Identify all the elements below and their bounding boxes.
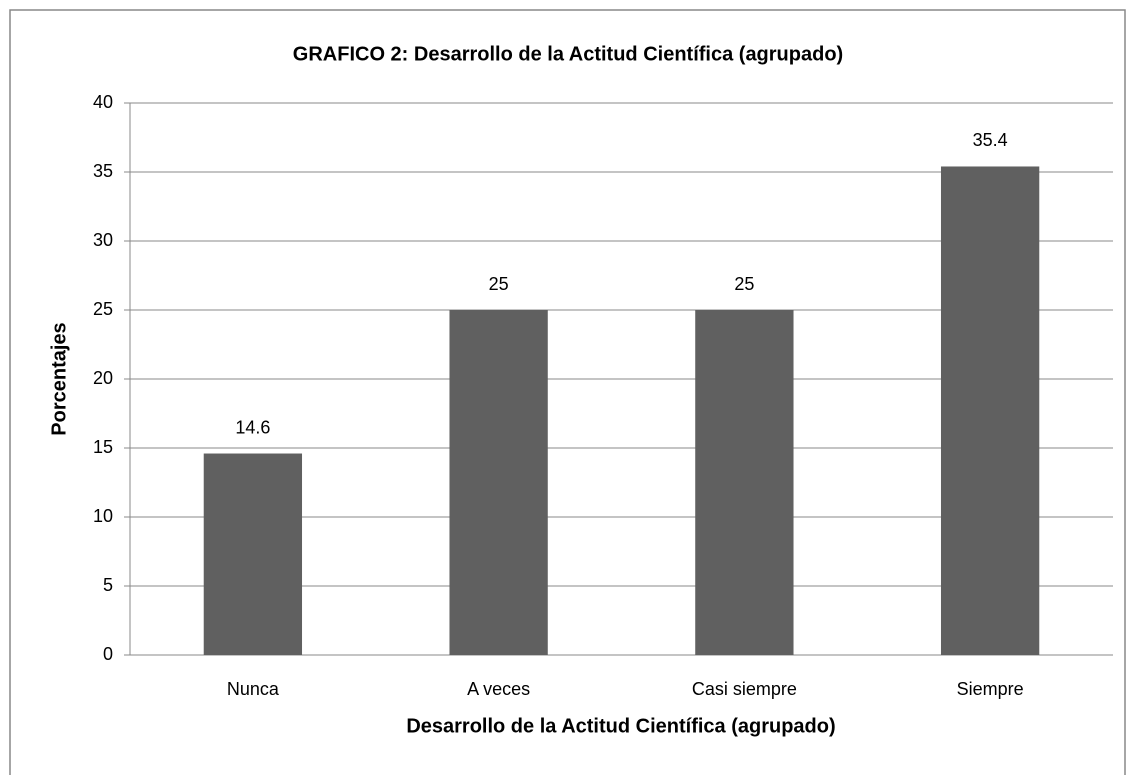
x-tick-label: Nunca — [227, 679, 280, 699]
data-label: 14.6 — [235, 417, 270, 437]
x-tick-label: A veces — [467, 679, 530, 699]
chart-border — [9, 9, 1126, 780]
x-tick-label: Siempre — [957, 679, 1024, 699]
chart-title: GRAFICO 2: Desarrollo de la Actitud Cien… — [293, 43, 843, 65]
y-tick-label: 30 — [93, 230, 113, 250]
y-tick-label: 40 — [93, 92, 113, 112]
y-tick-label: 20 — [93, 368, 113, 388]
y-tick-label: 35 — [93, 161, 113, 181]
y-tick-label: 5 — [103, 575, 113, 595]
data-label: 25 — [734, 274, 754, 294]
x-tick-label: Casi siempre — [692, 679, 797, 699]
y-axis-title: Porcentajes — [48, 322, 70, 435]
bar — [449, 310, 548, 655]
y-tick-label: 25 — [93, 299, 113, 319]
bar — [695, 310, 794, 655]
y-tick-label: 0 — [103, 644, 113, 664]
x-axis-title: Desarrollo de la Actitud Científica (agr… — [406, 715, 835, 737]
bar — [940, 166, 1040, 656]
data-label: 35.4 — [973, 130, 1008, 150]
data-label: 25 — [489, 274, 509, 294]
bar — [203, 453, 303, 655]
y-tick-label: 10 — [93, 506, 113, 526]
y-tick-label: 15 — [93, 437, 113, 457]
